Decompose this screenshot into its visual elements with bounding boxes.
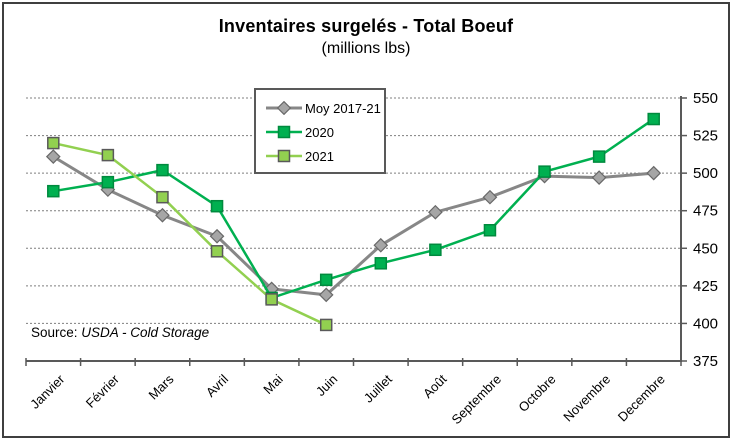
legend-marker-shape	[277, 149, 291, 163]
series-2021	[47, 136, 333, 332]
data-point-marker	[265, 293, 278, 306]
data-point-marker	[155, 207, 170, 223]
y-axis-label: 450	[693, 240, 718, 257]
legend-item-moy: Moy 2017-21	[266, 96, 381, 120]
data-point-marker	[591, 170, 607, 186]
x-axis-label: Septembre	[449, 372, 505, 428]
source-citation: USDA - Cold Storage	[81, 325, 210, 340]
legend: Moy 2017-21 2020 2021	[254, 88, 386, 174]
data-point-marker	[647, 112, 660, 126]
data-point-marker	[47, 136, 60, 150]
data-point-marker	[319, 273, 333, 287]
data-point-marker	[210, 199, 224, 213]
legend-item-2020: 2020	[266, 120, 376, 144]
x-axis-label: Janvier	[27, 371, 68, 412]
series-line	[53, 141, 327, 327]
data-point-marker	[156, 190, 169, 204]
legend-label: 2021	[305, 148, 334, 164]
x-axis-label: Decembre	[615, 372, 668, 425]
data-point-marker	[483, 224, 497, 237]
data-point-marker	[428, 204, 443, 220]
y-axis-label: 550	[693, 90, 718, 107]
data-point-marker	[592, 150, 606, 163]
x-axis-label: Novembre	[560, 372, 613, 425]
data-point-marker	[45, 149, 61, 164]
y-axis-label: 500	[693, 165, 718, 182]
series-2020	[47, 112, 660, 305]
data-point-marker	[646, 165, 662, 181]
data-point-marker	[318, 287, 334, 303]
chart-plot-area: 375 400 425 450 475 500 525 550 Janvier Février Ma…	[25, 90, 718, 428]
legend-label: Moy 2017-21	[305, 100, 381, 116]
y-axis-label: 475	[693, 203, 718, 220]
data-point-marker	[156, 163, 169, 177]
series-line	[53, 118, 655, 300]
data-point-marker	[319, 318, 333, 332]
series-line	[52, 155, 654, 297]
x-axis-label: Février	[83, 371, 123, 411]
source-prefix: Source:	[31, 325, 82, 340]
legend-marker-shape	[276, 101, 292, 115]
x-axis-label: Octobre	[515, 372, 558, 415]
y-axis-label: 375	[693, 353, 718, 370]
x-axis-label: Avril	[203, 371, 231, 399]
data-point-marker	[538, 165, 551, 178]
data-point-marker	[47, 184, 60, 198]
legend-marker-shape	[277, 125, 291, 139]
legend-marker-square-icon	[266, 149, 302, 163]
data-point-marker	[374, 257, 388, 270]
data-point-marker	[209, 228, 225, 244]
x-axis-label: Août	[420, 371, 450, 401]
y-axis-label: 525	[693, 128, 718, 145]
legend-marker-diamond-icon	[266, 101, 302, 115]
data-point-marker	[101, 175, 115, 189]
chart-subtitle: (millions lbs)	[321, 40, 411, 57]
legend-label: 2020	[305, 124, 334, 140]
legend-marker-square-icon	[266, 125, 302, 139]
y-axis-label: 425	[693, 278, 718, 295]
data-point-marker	[101, 148, 115, 162]
y-axis-label: 400	[693, 315, 718, 332]
source-note: Source: USDA - Cold Storage	[28, 324, 213, 341]
chart-title: Inventaires surgelés - Total Boeuf	[218, 16, 514, 36]
x-axis-label: Juin	[313, 372, 340, 399]
x-axis-label: Juillet	[361, 371, 395, 405]
x-axis-label: Mars	[146, 371, 177, 402]
legend-item-2021: 2021	[266, 144, 376, 168]
data-point-marker	[482, 189, 498, 205]
data-point-marker	[210, 245, 224, 258]
x-axis-label: Mai	[260, 371, 285, 396]
data-point-marker	[373, 237, 389, 253]
data-point-marker	[429, 243, 442, 257]
